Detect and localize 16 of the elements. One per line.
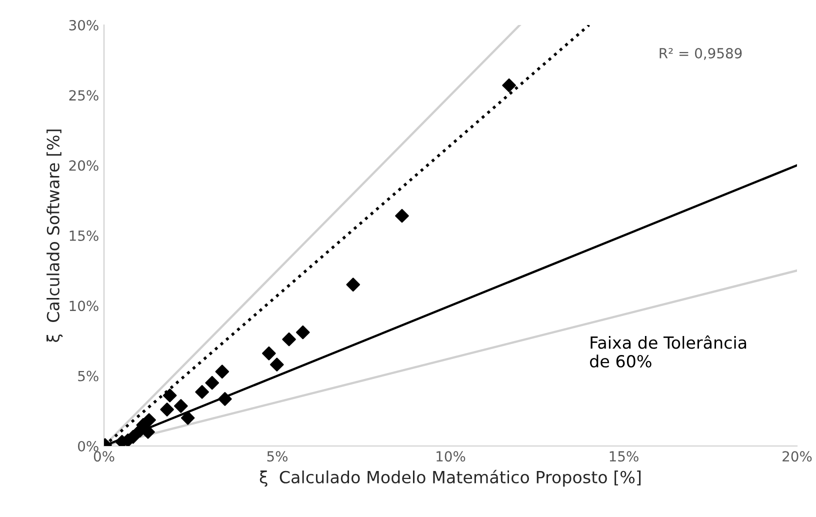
x-tick-label: 20%	[782, 451, 812, 462]
y-tick-label: 25%	[69, 90, 98, 101]
x-tick-label: 5%	[267, 451, 288, 462]
y-axis-title: ξ Calculado Software [%]	[46, 130, 63, 342]
y-tick-label: 20%	[69, 160, 98, 171]
x-tick-label: 10%	[436, 451, 466, 462]
x-tick-label: 15%	[610, 451, 638, 462]
y-tick-label: 0%	[78, 440, 98, 452]
y-tick-label: 15%	[70, 230, 98, 241]
x-axis-title: ξ Calculado Modelo Matemático Proposto [%]	[260, 470, 641, 487]
annotation: Faixa de Tolerância de 60%	[590, 335, 746, 368]
annotation: R² = 0,9589	[660, 48, 742, 60]
x-tick-label: 0%	[94, 451, 114, 462]
y-tick-label: 10%	[70, 300, 98, 312]
y-tick-label: 5%	[78, 370, 98, 382]
y-tick-label: 30%	[69, 20, 98, 30]
